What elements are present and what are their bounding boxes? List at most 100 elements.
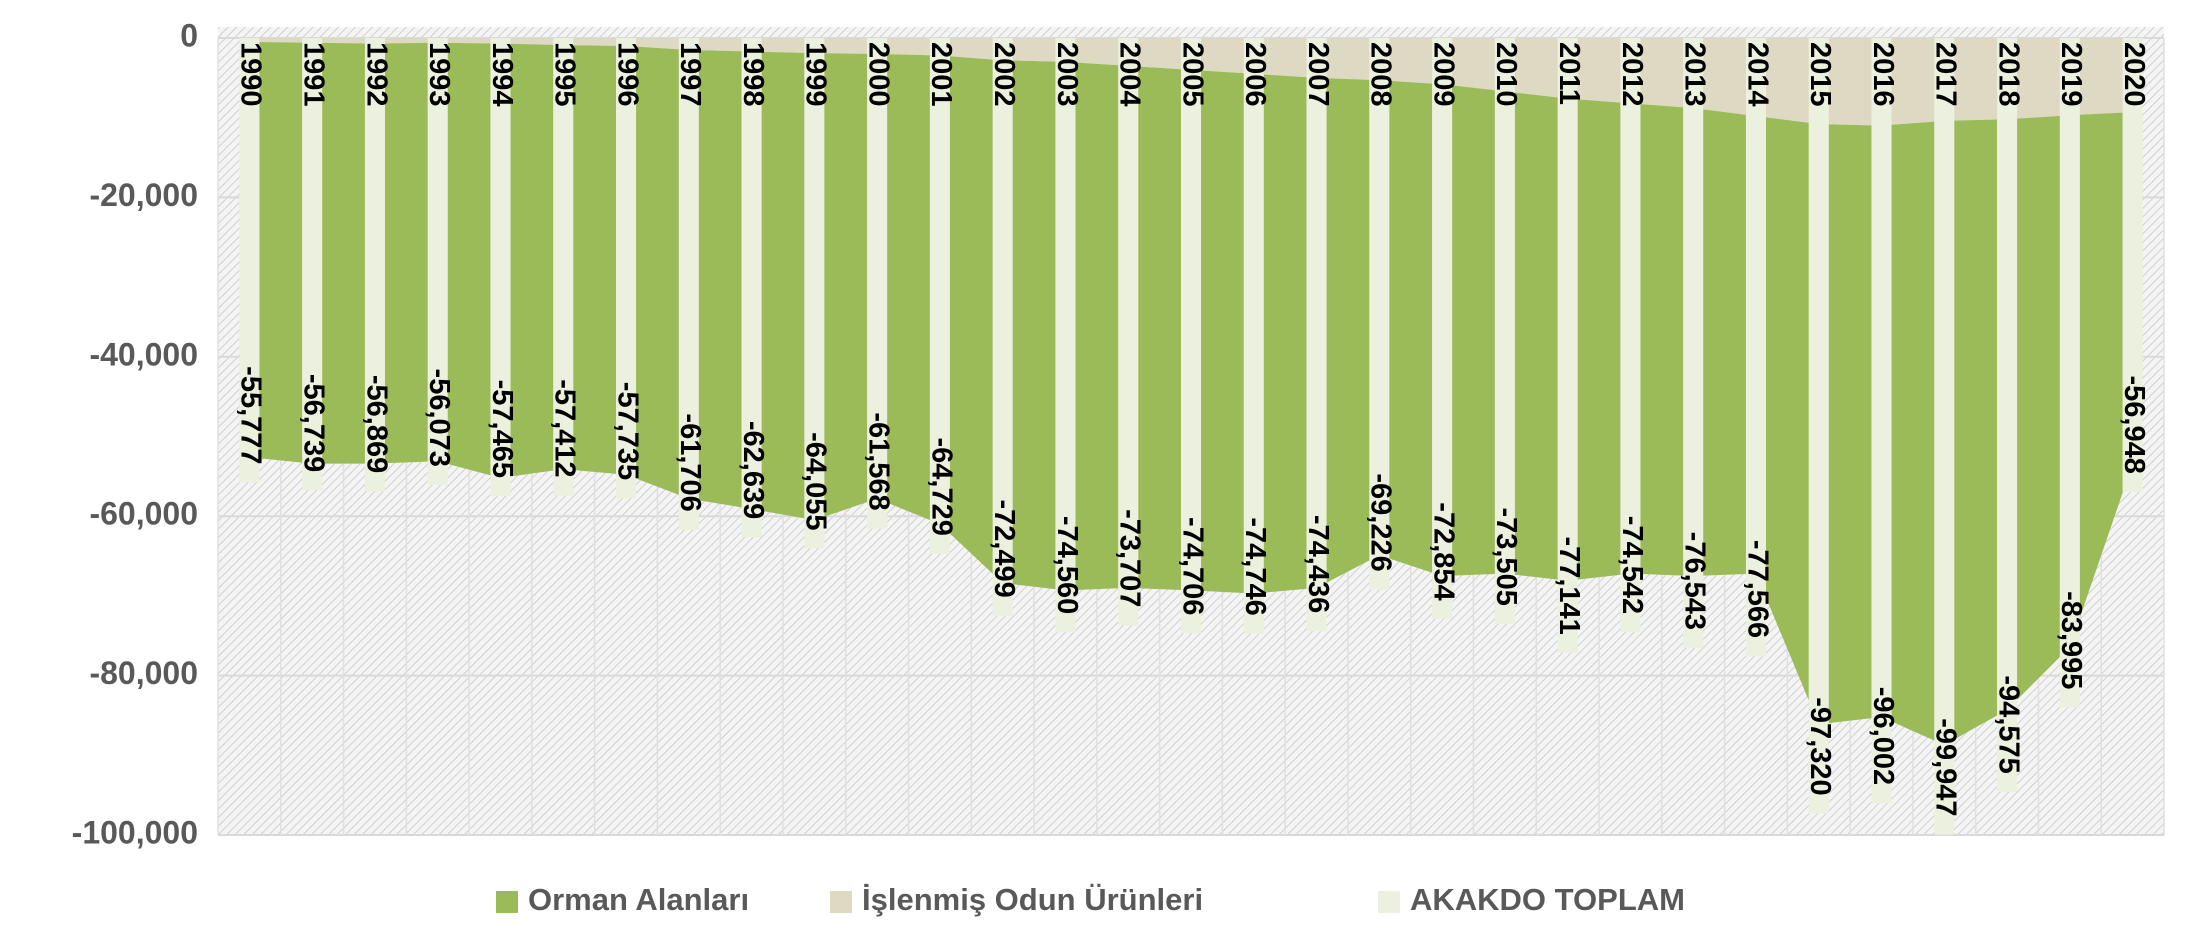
x-tick-label: 2010	[1490, 42, 1522, 107]
data-label: -74,542	[1616, 516, 1648, 614]
bar	[615, 38, 637, 499]
data-label: -64,729	[925, 438, 957, 536]
bar	[1620, 38, 1641, 633]
y-tick-label: -100,000	[72, 814, 198, 850]
y-tick-label: -40,000	[89, 336, 198, 372]
bar	[1055, 38, 1076, 633]
data-label: -56,073	[423, 369, 455, 467]
x-tick-label: 2020	[2118, 42, 2150, 107]
bar	[1683, 38, 1704, 649]
bar	[302, 38, 323, 491]
data-label: -61,706	[674, 413, 706, 511]
bar	[1557, 38, 1578, 653]
data-label: -57,465	[486, 380, 518, 478]
data-label: -62,639	[737, 421, 769, 519]
x-tick-label: 2001	[925, 42, 957, 107]
x-tick-label: 2014	[1741, 42, 1773, 107]
data-label: -69,226	[1365, 473, 1397, 571]
data-label: -72,499	[988, 499, 1020, 597]
x-tick-label: 2018	[1992, 42, 2024, 107]
legend-label: Orman Alanları	[528, 882, 749, 917]
data-label: -56,948	[2118, 376, 2150, 474]
bar	[1118, 38, 1139, 626]
x-tick-label: 2012	[1616, 42, 1648, 107]
bar	[1934, 38, 1955, 835]
bar	[1369, 38, 1390, 590]
x-tick-label: 2000	[862, 42, 894, 107]
x-tick-label: 2015	[1804, 42, 1836, 107]
x-tick-label: 1998	[737, 42, 769, 107]
data-label: -56,869	[360, 375, 392, 473]
x-tick-label: 2011	[1553, 42, 1585, 105]
data-label: -74,746	[1239, 517, 1271, 615]
x-tick-label: 1991	[298, 42, 330, 107]
legend-swatch	[830, 891, 852, 913]
bar	[490, 38, 511, 496]
x-tick-label: 1996	[611, 42, 643, 107]
data-label: -96,002	[1867, 687, 1899, 785]
bar	[1494, 38, 1515, 624]
bar	[929, 38, 950, 554]
data-label: -77,566	[1741, 540, 1773, 638]
data-label: -72,854	[1427, 502, 1459, 600]
bar	[1871, 38, 1892, 804]
bar	[364, 38, 385, 492]
data-label: -94,575	[1992, 675, 2024, 773]
x-tick-label: 1995	[549, 42, 581, 107]
data-label: -74,560	[1051, 516, 1083, 614]
x-tick-label: 2002	[988, 42, 1020, 107]
x-tick-label: 2009	[1427, 42, 1459, 107]
bar	[992, 38, 1013, 616]
bar	[1745, 38, 1767, 657]
x-tick-label: 1994	[486, 42, 518, 107]
bar	[2059, 38, 2080, 708]
data-label: -76,543	[1679, 532, 1711, 630]
bar	[2122, 38, 2143, 492]
data-label: -77,141	[1553, 536, 1585, 634]
data-label: -74,706	[1176, 517, 1208, 615]
x-tick-label: 2019	[2055, 42, 2087, 107]
x-tick-label: 2005	[1176, 42, 1208, 107]
bar	[1808, 38, 1829, 814]
data-label: -55,777	[235, 366, 267, 464]
y-tick-label: -20,000	[89, 177, 198, 213]
bar	[1432, 38, 1453, 619]
y-tick-label: 0	[180, 17, 198, 53]
x-tick-label: 1997	[674, 42, 706, 107]
bar	[427, 38, 448, 485]
data-label: -56,739	[298, 374, 330, 472]
x-tick-label: 1990	[235, 42, 267, 107]
bar	[741, 38, 762, 538]
x-tick-label: 1992	[360, 42, 392, 107]
data-label: -99,947	[1930, 718, 1962, 816]
data-label: -64,055	[800, 432, 832, 530]
bar	[1997, 38, 2018, 792]
bar	[678, 38, 699, 530]
x-tick-label: 2004	[1114, 42, 1146, 107]
x-tick-label: 2017	[1930, 42, 1962, 107]
bar	[1306, 38, 1327, 632]
x-tick-label: 2008	[1365, 42, 1397, 107]
legend-label: İşlenmiş Odun Ürünleri	[862, 882, 1203, 917]
legend-swatch	[1378, 891, 1400, 913]
bar	[553, 38, 574, 496]
bar	[867, 38, 888, 529]
x-tick-label: 1993	[423, 42, 455, 107]
data-label: -73,707	[1114, 509, 1146, 607]
data-label: -57,735	[611, 382, 643, 480]
data-label: -73,505	[1490, 507, 1522, 605]
bar	[239, 38, 260, 483]
x-tick-label: 2016	[1867, 42, 1899, 107]
x-tick-label: 2013	[1679, 42, 1711, 107]
bar	[804, 38, 825, 549]
area	[249, 38, 2133, 126]
x-tick-label: 1999	[800, 42, 832, 107]
x-tick-label: 2006	[1239, 42, 1271, 107]
y-tick-label: -60,000	[89, 496, 198, 532]
data-label: -83,995	[2055, 591, 2087, 689]
data-label: -61,568	[862, 412, 894, 510]
data-label: -74,436	[1302, 515, 1334, 613]
x-tick-label: 2007	[1302, 42, 1334, 107]
data-label: -57,412	[549, 379, 581, 477]
